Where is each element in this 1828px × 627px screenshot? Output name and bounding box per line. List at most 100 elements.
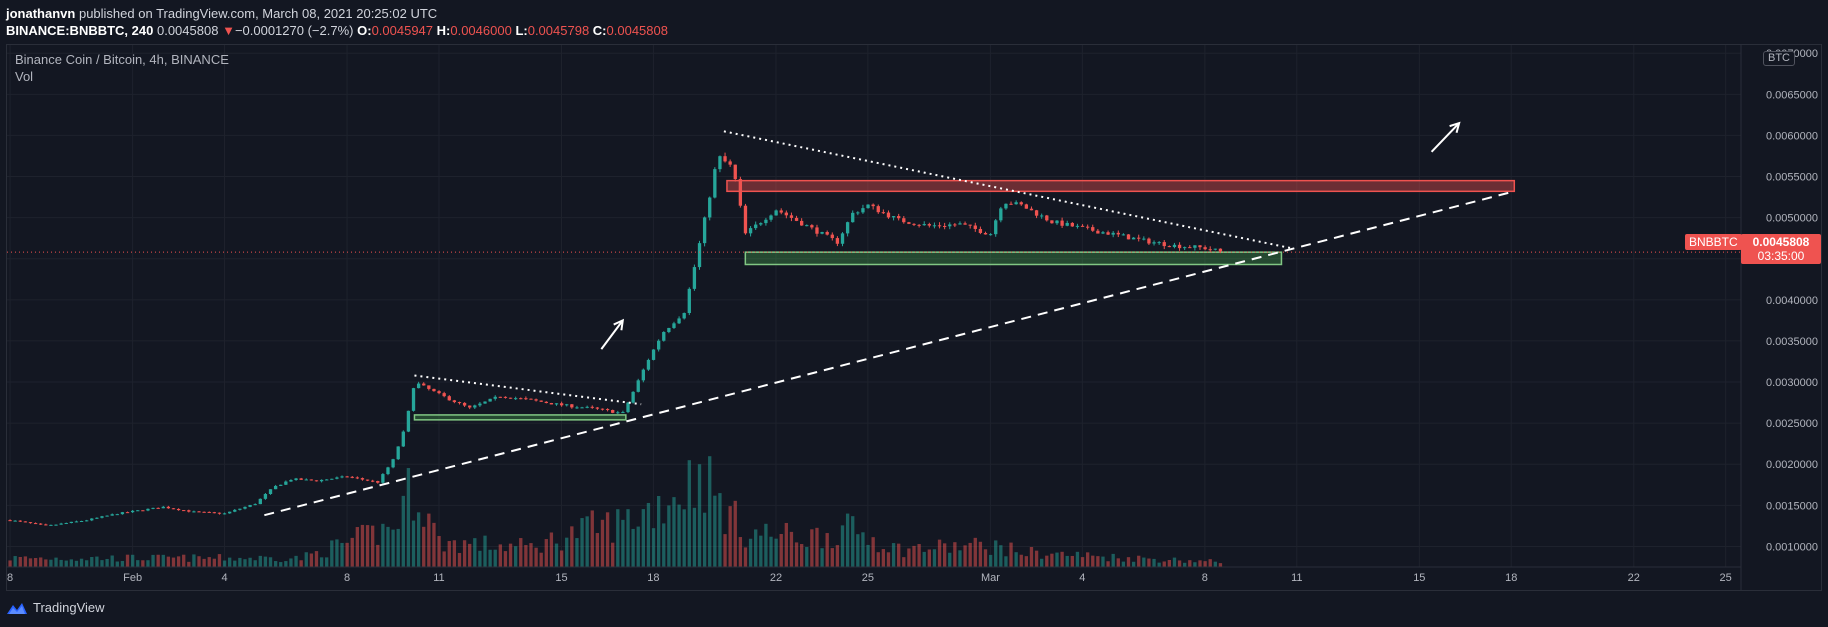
candle-body xyxy=(18,520,22,522)
volume-bar xyxy=(182,554,186,567)
volume-bar xyxy=(708,456,712,567)
candle-body xyxy=(708,197,712,218)
candle-body xyxy=(1101,232,1105,234)
candle-body xyxy=(738,179,743,206)
volume-bar xyxy=(28,558,33,567)
time-tick-label: Feb xyxy=(123,572,142,584)
candle-body xyxy=(1203,247,1207,250)
candle-body xyxy=(422,383,426,386)
resistance-zone xyxy=(726,179,1516,193)
volume-bar xyxy=(524,545,528,567)
time-tick-label: 8 xyxy=(1202,572,1208,584)
volume-bar xyxy=(1024,556,1029,567)
candle-body xyxy=(222,513,227,515)
candle-body xyxy=(1050,220,1054,224)
candle-body xyxy=(1009,203,1013,205)
volume-bar xyxy=(1029,546,1034,567)
candle-body xyxy=(33,523,38,525)
candle-body xyxy=(728,161,732,165)
candle-body xyxy=(238,508,242,510)
candle-body xyxy=(360,478,365,480)
volume-bar xyxy=(1121,561,1126,567)
volume-bar xyxy=(141,560,145,567)
volume-bar xyxy=(973,537,977,567)
author-name[interactable]: jonathanvn xyxy=(6,6,76,21)
volume-bar xyxy=(1203,561,1207,567)
candle-body xyxy=(493,396,497,399)
volume-bar xyxy=(656,495,661,567)
candle-body xyxy=(764,219,768,224)
volume-bar xyxy=(948,552,952,567)
open-value: 0.0045947 xyxy=(371,23,434,38)
candle-body xyxy=(197,511,201,513)
volume-bar xyxy=(284,561,288,567)
volume-bar xyxy=(1040,558,1044,567)
volume-bar xyxy=(59,559,63,567)
candle-body xyxy=(54,524,58,526)
candle-body xyxy=(570,404,574,408)
candle-body xyxy=(1172,244,1177,248)
candle-body xyxy=(789,215,794,218)
volume-bar xyxy=(1019,554,1023,567)
volume-bar xyxy=(243,559,247,567)
volume-bar xyxy=(437,536,441,567)
down-arrow-icon: ▼ xyxy=(222,23,235,38)
candle-body xyxy=(503,396,508,398)
volume-bar xyxy=(396,528,400,567)
time-tick-label: 22 xyxy=(1628,572,1640,584)
volume-bar xyxy=(411,520,416,567)
volume-bar xyxy=(534,547,538,567)
volume-bar xyxy=(805,546,809,567)
price-axis: 0.0010000 0.0015000 0.0020000 0.0025000 0.00… xyxy=(1740,44,1818,590)
volume-bar xyxy=(401,495,405,567)
volume-bar xyxy=(636,526,640,567)
volume-bar xyxy=(876,552,880,567)
time-tick-label: 18 xyxy=(647,572,659,584)
last-price: 0.0045808 xyxy=(156,23,219,38)
volume-bar xyxy=(110,555,114,567)
symbol-label: BINANCE:BNBBTC, 240 xyxy=(6,23,154,38)
candle-body xyxy=(355,477,360,479)
volume-bar xyxy=(330,540,334,567)
volume-bar xyxy=(1004,556,1008,567)
time-tick-label: 11 xyxy=(433,572,444,584)
volume-bar xyxy=(856,534,860,567)
up-arrow-head xyxy=(613,318,625,331)
candle-body xyxy=(365,479,370,481)
time-tick-label: 15 xyxy=(1413,572,1425,584)
volume-bar xyxy=(1014,552,1018,567)
volume-bar xyxy=(590,510,594,567)
candle-body xyxy=(284,481,288,485)
candle-body xyxy=(166,506,171,509)
candle-body xyxy=(999,208,1003,221)
footer-brand[interactable]: TradingView xyxy=(6,600,105,615)
candle-body xyxy=(769,215,773,220)
volume-bar xyxy=(519,538,523,567)
candle-body xyxy=(948,224,952,227)
candle-body xyxy=(161,506,165,509)
candle-body xyxy=(585,406,589,408)
volume-bar xyxy=(994,540,998,567)
volume-bar xyxy=(1050,553,1054,567)
candle-body xyxy=(1024,204,1029,209)
volume-bar xyxy=(355,527,360,567)
volume-bar xyxy=(549,532,554,567)
volume-bar xyxy=(447,541,451,567)
candle-body xyxy=(534,399,538,401)
candle-body xyxy=(391,459,395,468)
volume-bar xyxy=(912,545,916,567)
volume-bar xyxy=(1055,552,1059,567)
candle-body xyxy=(774,210,778,216)
bar-countdown: 03:35:00 xyxy=(1757,249,1805,263)
candle-body xyxy=(90,518,94,521)
volume-bar xyxy=(759,535,763,567)
volume-bar xyxy=(983,549,988,567)
candle-body xyxy=(856,212,860,214)
candle-body xyxy=(1167,246,1172,248)
volume-bar xyxy=(1137,555,1141,567)
candle-body xyxy=(468,405,472,408)
volume-bar xyxy=(360,524,365,567)
candle-body xyxy=(314,480,319,482)
volume-bar xyxy=(585,516,589,567)
